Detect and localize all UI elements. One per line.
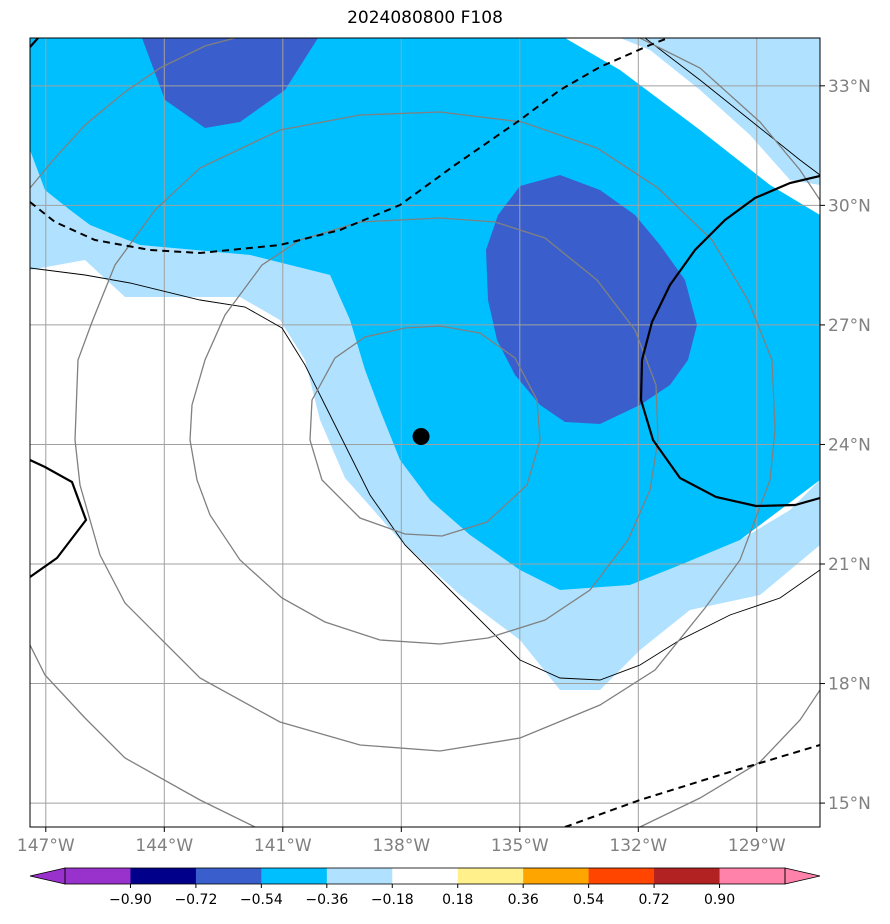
shading-deep-sky: [30, 38, 820, 590]
lon-tick-label: 138°W: [372, 836, 430, 856]
colorbar-segment: [261, 868, 328, 884]
contour-thin-black: [30, 267, 820, 681]
lat-tick-label: 33°N: [828, 77, 871, 97]
gridlines: [30, 38, 820, 827]
dashed-contour-south: [564, 744, 820, 827]
colorbar-tick-label: −0.72: [174, 892, 217, 908]
gray-contour-6: [639, 689, 820, 827]
colorbar-under-extension: [29, 867, 66, 885]
colorbar-tick-label: −0.90: [109, 892, 152, 908]
lat-tick-label: 27°N: [828, 316, 871, 336]
storm-center-marker: [412, 427, 430, 445]
colorbar-segment: [654, 868, 721, 884]
colorbar-segment: [457, 868, 524, 884]
gray-contour-4: [30, 38, 236, 189]
gray-contour-5: [30, 644, 256, 827]
dashed-contour-north: [30, 38, 669, 255]
colorbar-segment: [588, 868, 655, 884]
solid-contour-east: [639, 174, 820, 508]
gray-contour-2: [189, 217, 659, 645]
lon-tick-label: 129°W: [728, 836, 786, 856]
lat-tick-label: 30°N: [828, 196, 871, 216]
solid-contour-west: [30, 459, 88, 578]
colorbar-tick-label: −0.54: [240, 892, 283, 908]
lat-tick-label: 24°N: [828, 435, 871, 455]
map-plot-area: [30, 38, 820, 827]
lat-tick-label: 15°N: [828, 794, 871, 814]
lat-tick-label: 18°N: [828, 675, 871, 695]
contour-thin-black-ne: [644, 38, 820, 176]
plot-border: [29, 37, 821, 828]
colorbar-segment: [65, 868, 131, 884]
lon-tick-label: 141°W: [254, 836, 312, 856]
lon-tick-label: 132°W: [609, 836, 667, 856]
gray-contours: [30, 38, 820, 827]
shading-dark-blue-east: [486, 175, 697, 424]
colorbar-tick-label: 0.54: [573, 892, 604, 908]
colorbar-segment: [326, 868, 393, 884]
colorbar-segment: [195, 868, 262, 884]
map-title: 2024080800 F108: [347, 8, 503, 28]
lon-tick-label: 147°W: [17, 836, 75, 856]
colorbar-tick-label: 0.36: [508, 892, 539, 908]
solid-contour-corner: [30, 38, 39, 48]
colorbar-tick-label: 0.72: [639, 892, 670, 908]
colorbar-tick-label: 0.18: [442, 892, 473, 908]
colorbar-border: [64, 867, 786, 885]
colorbar: −0.90 −0.72 −0.54 −0.36 −0.18 0.18 0.36 0.54 0.7…: [29, 867, 821, 908]
shading-dark-blue-north: [142, 38, 318, 128]
lon-tick-label: 135°W: [491, 836, 549, 856]
colorbar-tick-label: 0.90: [704, 892, 735, 908]
gray-contour-1: [309, 325, 541, 537]
shading-light-sky: [30, 38, 820, 690]
colorbar-segment: [130, 868, 197, 884]
axis-ticks: 147°W 144°W 141°W 138°W 135°W 132°W 129°W 33°N 3…: [17, 77, 871, 856]
colorbar-over-extension: [784, 867, 821, 885]
colorbar-segment: [523, 868, 590, 884]
colorbar-tick-label: −0.36: [305, 892, 348, 908]
colorbar-segment: [392, 868, 459, 884]
gray-contour-3: [74, 111, 776, 752]
lat-tick-label: 21°N: [828, 555, 871, 575]
colorbar-segment: [719, 868, 786, 884]
colorbar-tick-label: −0.18: [371, 892, 414, 908]
lon-tick-label: 144°W: [135, 836, 193, 856]
